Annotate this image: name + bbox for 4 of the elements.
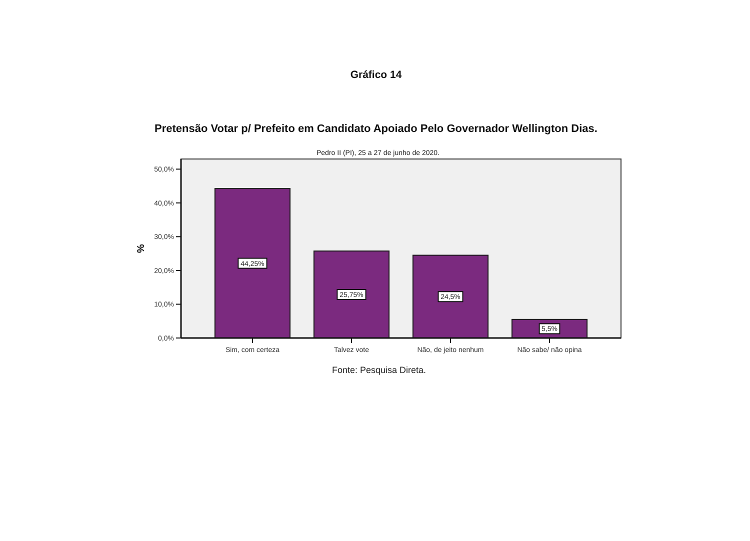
- chart-title: Pretensão Votar p/ Prefeito em Candidato Apoiado Pelo Governador Wellington Dias.: [154, 123, 598, 135]
- source-note: Fonte: Pesquisa Direta.: [332, 365, 426, 375]
- text: Gráfico 14: [350, 69, 402, 81]
- y-axis-title: %: [136, 244, 147, 253]
